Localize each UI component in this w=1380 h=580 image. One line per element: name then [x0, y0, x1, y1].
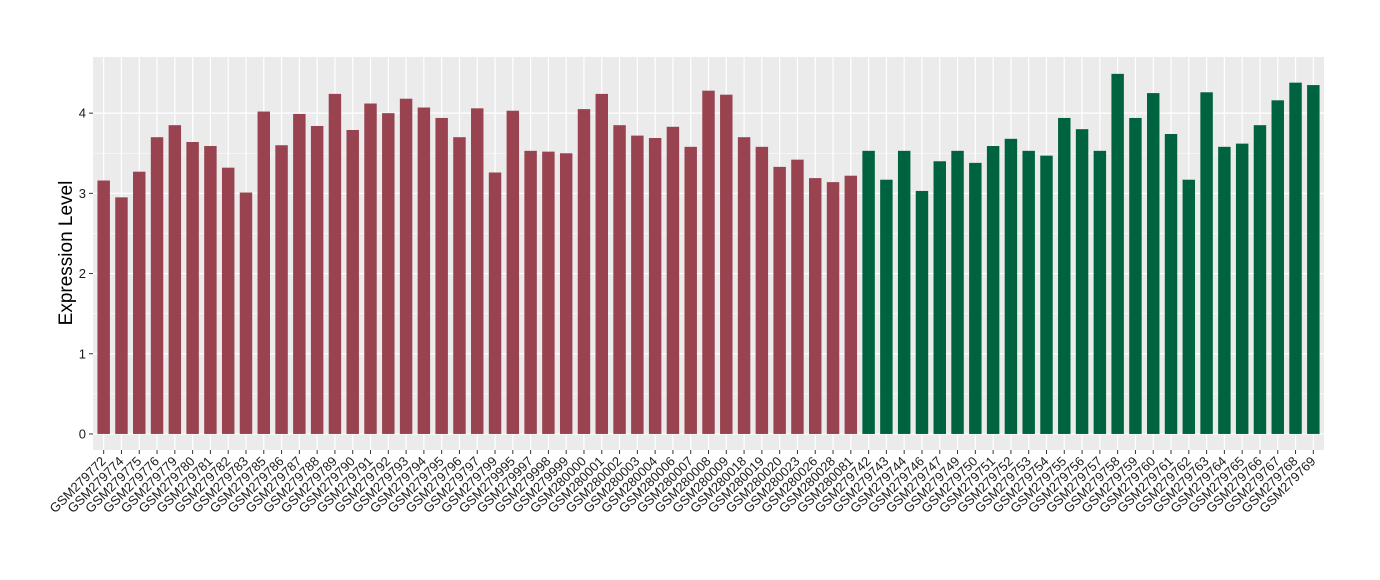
- bar: [915, 190, 929, 434]
- bar: [524, 150, 537, 434]
- bar: [791, 159, 804, 434]
- bar: [506, 110, 520, 434]
- bar: [257, 111, 271, 434]
- bar: [204, 146, 217, 434]
- bar: [399, 98, 413, 434]
- bar: [862, 150, 875, 434]
- bar: [97, 180, 110, 434]
- bar: [133, 171, 146, 434]
- bar: [382, 113, 395, 434]
- bar: [471, 108, 484, 434]
- bar: [684, 146, 697, 434]
- bar: [559, 153, 573, 434]
- bar: [1271, 100, 1284, 434]
- y-tick-label: 0: [79, 426, 86, 441]
- bar: [435, 117, 448, 434]
- bar: [346, 129, 359, 434]
- bar: [951, 150, 964, 434]
- y-tick-label: 2: [79, 266, 86, 281]
- bar: [933, 161, 946, 434]
- bar: [1235, 143, 1249, 434]
- bar: [542, 151, 555, 434]
- bar: [115, 197, 128, 434]
- bar: [1200, 92, 1213, 434]
- bar: [1093, 150, 1107, 434]
- y-tick-label: 1: [79, 346, 86, 361]
- bar: [186, 142, 199, 434]
- bar: [1307, 85, 1320, 434]
- bar: [453, 137, 466, 434]
- bar: [310, 125, 324, 434]
- bar: [737, 137, 751, 434]
- bar: [1253, 125, 1267, 434]
- x-axis: GSM279772GSM279774GSM279775GSM279776GSM2…: [47, 450, 1318, 516]
- bar: [239, 192, 253, 434]
- bar: [826, 182, 840, 434]
- bar: [809, 178, 822, 434]
- bar: [1164, 133, 1178, 434]
- bar: [275, 145, 288, 434]
- bar: [150, 137, 164, 434]
- bar: [221, 167, 235, 434]
- bar: [1218, 146, 1231, 434]
- bar: [1058, 117, 1071, 434]
- bar: [702, 90, 715, 434]
- bar: [1182, 179, 1196, 434]
- y-axis-label: Expression Level: [56, 181, 77, 326]
- bar: [755, 146, 769, 434]
- bar: [1129, 117, 1142, 434]
- bar: [666, 126, 680, 434]
- bar: [1004, 138, 1018, 434]
- bar: [720, 94, 733, 434]
- y-tick-label: 3: [79, 186, 86, 201]
- bar: [1146, 93, 1160, 434]
- bar: [880, 179, 893, 434]
- bar: [364, 103, 377, 434]
- bar: [1040, 155, 1053, 434]
- bar: [648, 138, 662, 434]
- bar: [328, 93, 342, 434]
- bar: [293, 113, 306, 434]
- bar: [577, 109, 591, 434]
- bar: [488, 172, 502, 434]
- bar: [613, 125, 626, 434]
- y-tick-label: 4: [79, 106, 86, 121]
- bar: [969, 162, 982, 434]
- bar: [986, 146, 1000, 434]
- bar: [1022, 150, 1035, 434]
- bar: [1075, 129, 1089, 434]
- bar: [595, 93, 608, 434]
- bar: [844, 175, 858, 434]
- bar: [168, 125, 182, 434]
- y-axis: 0 1 2 3 4: [79, 106, 93, 441]
- bar: [631, 135, 644, 434]
- bars: [97, 73, 1320, 434]
- bar: [897, 150, 911, 434]
- bar: [1289, 82, 1302, 434]
- bar: [1111, 73, 1124, 434]
- bar: [773, 166, 786, 434]
- bar: [417, 107, 431, 434]
